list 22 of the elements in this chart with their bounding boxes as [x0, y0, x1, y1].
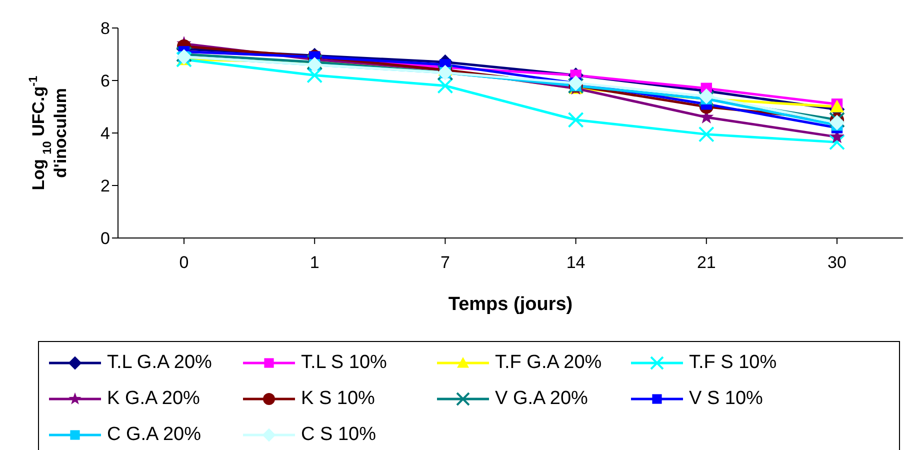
y-tick-label: 6	[100, 72, 110, 91]
legend-label: C G.A 20%	[107, 424, 201, 446]
legend-label: T.F G.A 20%	[495, 352, 602, 374]
legend-label: C S 10%	[301, 424, 376, 446]
y-tick-label: 0	[100, 229, 110, 248]
y-tick-label: 8	[100, 19, 110, 38]
legend-label: T.L S 10%	[301, 352, 387, 374]
legend-label: V S 10%	[689, 388, 763, 410]
y-tick-label: 2	[100, 176, 110, 196]
x-tick-label: 7	[440, 253, 450, 272]
x-tick-label: 21	[696, 253, 716, 272]
y-tick-label: 4	[100, 124, 110, 144]
legend-label: T.L G.A 20%	[107, 352, 212, 374]
legend-label: V G.A 20%	[495, 388, 588, 410]
x-axis-title: Temps (jours)	[448, 294, 573, 315]
legend-label: K S 10%	[301, 388, 375, 410]
legend-label: K G.A 20%	[107, 388, 200, 410]
legend-label: T.F S 10%	[689, 352, 777, 374]
x-tick-label: 1	[310, 253, 320, 272]
x-tick-label: 30	[828, 253, 846, 272]
x-tick-label: 14	[566, 253, 586, 272]
x-tick-label: 0	[179, 253, 189, 272]
